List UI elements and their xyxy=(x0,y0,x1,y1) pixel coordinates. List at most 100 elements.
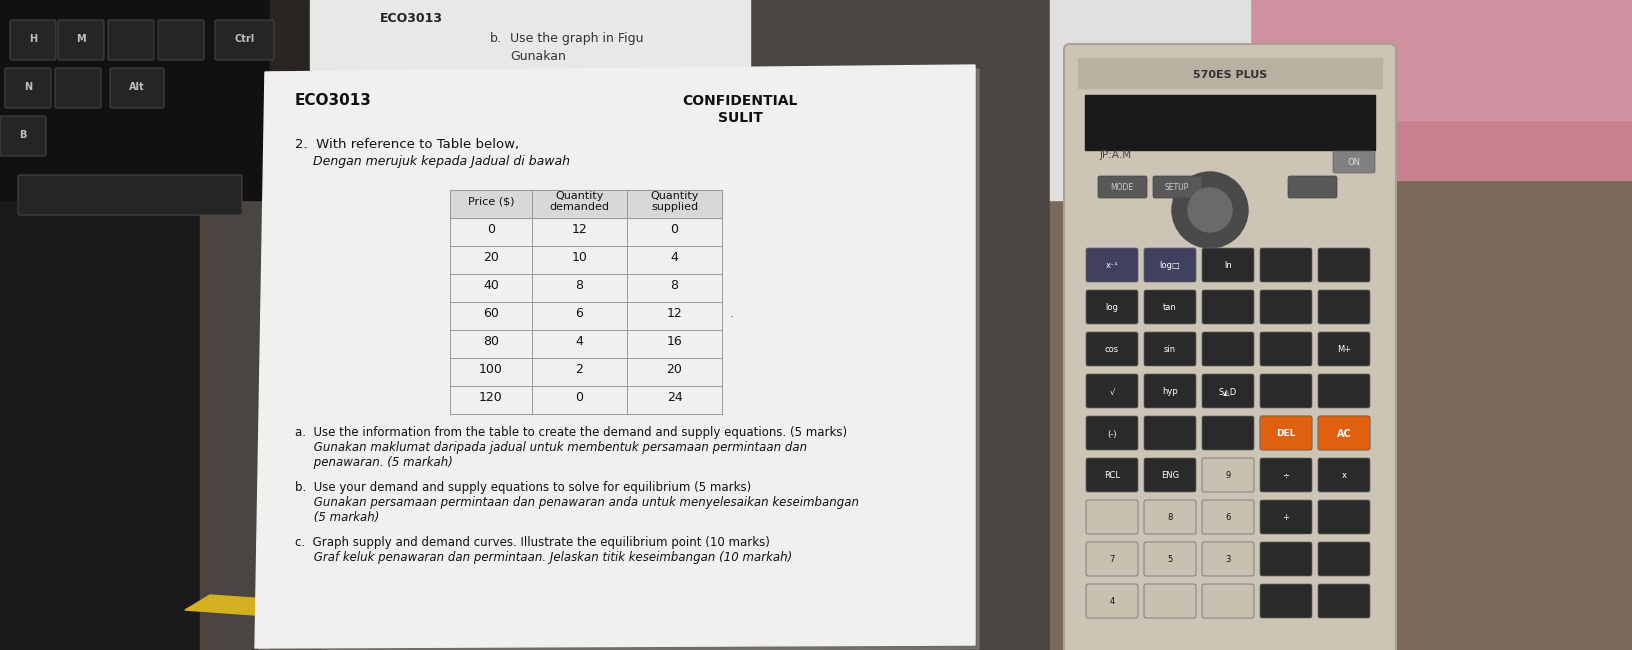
Text: 80: 80 xyxy=(483,335,499,348)
Text: x⁻¹: x⁻¹ xyxy=(1105,261,1118,270)
FancyBboxPatch shape xyxy=(59,20,104,60)
Text: 8: 8 xyxy=(671,279,679,292)
Text: sin: sin xyxy=(1164,346,1177,354)
FancyBboxPatch shape xyxy=(1260,584,1312,618)
FancyBboxPatch shape xyxy=(1260,458,1312,492)
FancyBboxPatch shape xyxy=(1152,176,1203,198)
Text: 2: 2 xyxy=(576,363,583,376)
Text: 9: 9 xyxy=(1226,471,1231,480)
Text: ln: ln xyxy=(1224,261,1232,270)
Polygon shape xyxy=(259,69,979,650)
Bar xyxy=(1085,95,1376,150)
FancyBboxPatch shape xyxy=(1260,416,1312,450)
Text: 0: 0 xyxy=(671,223,679,236)
Text: H: H xyxy=(29,34,38,44)
FancyBboxPatch shape xyxy=(1064,44,1395,650)
FancyBboxPatch shape xyxy=(1319,500,1369,534)
Text: RCL: RCL xyxy=(1103,471,1120,480)
Bar xyxy=(1079,58,1382,88)
Text: 570ES PLUS: 570ES PLUS xyxy=(1193,70,1266,80)
Text: SULIT: SULIT xyxy=(718,111,762,125)
Text: S◭D: S◭D xyxy=(1219,387,1237,396)
FancyBboxPatch shape xyxy=(1085,332,1138,366)
FancyBboxPatch shape xyxy=(1085,374,1138,408)
Bar xyxy=(0,0,310,200)
FancyBboxPatch shape xyxy=(1085,542,1138,576)
Text: 6: 6 xyxy=(576,307,583,320)
Text: 12: 12 xyxy=(571,223,588,236)
Text: ECO3013: ECO3013 xyxy=(295,93,372,108)
FancyBboxPatch shape xyxy=(1144,458,1196,492)
Text: Gunakan maklumat daripada jadual untuk membentuk persamaan permintaan dan: Gunakan maklumat daripada jadual untuk m… xyxy=(295,441,808,454)
Text: supplied: supplied xyxy=(651,202,698,212)
FancyBboxPatch shape xyxy=(1260,542,1312,576)
Text: Ctrl: Ctrl xyxy=(235,34,255,44)
FancyBboxPatch shape xyxy=(1260,416,1312,450)
Text: 20: 20 xyxy=(666,363,682,376)
FancyBboxPatch shape xyxy=(1203,542,1253,576)
Text: Alt: Alt xyxy=(129,82,145,92)
Text: DEL: DEL xyxy=(1276,430,1296,439)
Text: demanded: demanded xyxy=(550,202,609,212)
FancyBboxPatch shape xyxy=(1260,290,1312,324)
Text: (5 markah): (5 markah) xyxy=(295,511,379,524)
Bar xyxy=(201,0,1100,650)
Text: Use the graph in Figu: Use the graph in Figu xyxy=(509,32,643,45)
Text: 40: 40 xyxy=(483,279,499,292)
Bar xyxy=(1049,0,1250,200)
Text: DEL: DEL xyxy=(1278,430,1294,439)
Text: Quantity: Quantity xyxy=(555,191,604,201)
FancyBboxPatch shape xyxy=(18,175,242,215)
Text: 120: 120 xyxy=(480,391,503,404)
Text: +: + xyxy=(1283,514,1289,523)
FancyBboxPatch shape xyxy=(1144,416,1196,450)
Bar xyxy=(1100,0,1632,180)
FancyBboxPatch shape xyxy=(1260,248,1312,282)
FancyBboxPatch shape xyxy=(1085,500,1138,534)
Text: ENG: ENG xyxy=(1160,471,1178,480)
Circle shape xyxy=(1172,172,1248,248)
Text: M+: M+ xyxy=(1337,346,1351,354)
Bar xyxy=(0,0,310,650)
FancyBboxPatch shape xyxy=(1085,458,1138,492)
Text: 24: 24 xyxy=(666,391,682,404)
FancyBboxPatch shape xyxy=(1319,290,1369,324)
Text: c.  Graph supply and demand curves. Illustrate the equilibrium point (10 marks): c. Graph supply and demand curves. Illus… xyxy=(295,536,770,549)
Text: ON: ON xyxy=(1348,158,1361,167)
Text: √: √ xyxy=(1110,387,1115,396)
Polygon shape xyxy=(184,595,281,615)
Text: 16: 16 xyxy=(666,335,682,348)
FancyBboxPatch shape xyxy=(0,116,46,156)
Text: 2.  With reference to Table below,: 2. With reference to Table below, xyxy=(295,138,519,151)
Text: Price ($): Price ($) xyxy=(468,197,514,207)
Bar xyxy=(1151,0,1632,120)
Text: ÷: ÷ xyxy=(1283,471,1289,480)
FancyBboxPatch shape xyxy=(1319,542,1369,576)
FancyBboxPatch shape xyxy=(1144,290,1196,324)
Text: Dengan merujuk kepada Jadual di bawah: Dengan merujuk kepada Jadual di bawah xyxy=(313,155,570,168)
Circle shape xyxy=(1188,188,1232,232)
FancyBboxPatch shape xyxy=(1203,332,1253,366)
Text: a.  Use the information from the table to create the demand and supply equations: a. Use the information from the table to… xyxy=(295,426,847,439)
FancyBboxPatch shape xyxy=(1203,374,1253,408)
Polygon shape xyxy=(310,0,751,90)
Text: 100: 100 xyxy=(480,363,503,376)
Text: x: x xyxy=(1342,471,1346,480)
Text: 12: 12 xyxy=(666,307,682,320)
FancyBboxPatch shape xyxy=(1319,584,1369,618)
Text: log□: log□ xyxy=(1160,261,1180,270)
Text: SETUP: SETUP xyxy=(1165,183,1190,192)
Text: 4: 4 xyxy=(576,335,583,348)
Text: 4: 4 xyxy=(671,251,679,264)
Text: 60: 60 xyxy=(483,307,499,320)
Text: M: M xyxy=(77,34,86,44)
FancyBboxPatch shape xyxy=(1203,290,1253,324)
Text: 7: 7 xyxy=(1110,556,1115,564)
Text: 0: 0 xyxy=(486,223,494,236)
FancyBboxPatch shape xyxy=(10,20,55,60)
Text: log: log xyxy=(1105,304,1118,313)
FancyBboxPatch shape xyxy=(1144,332,1196,366)
FancyBboxPatch shape xyxy=(1319,332,1369,366)
Text: 10: 10 xyxy=(571,251,588,264)
FancyBboxPatch shape xyxy=(1288,176,1337,198)
